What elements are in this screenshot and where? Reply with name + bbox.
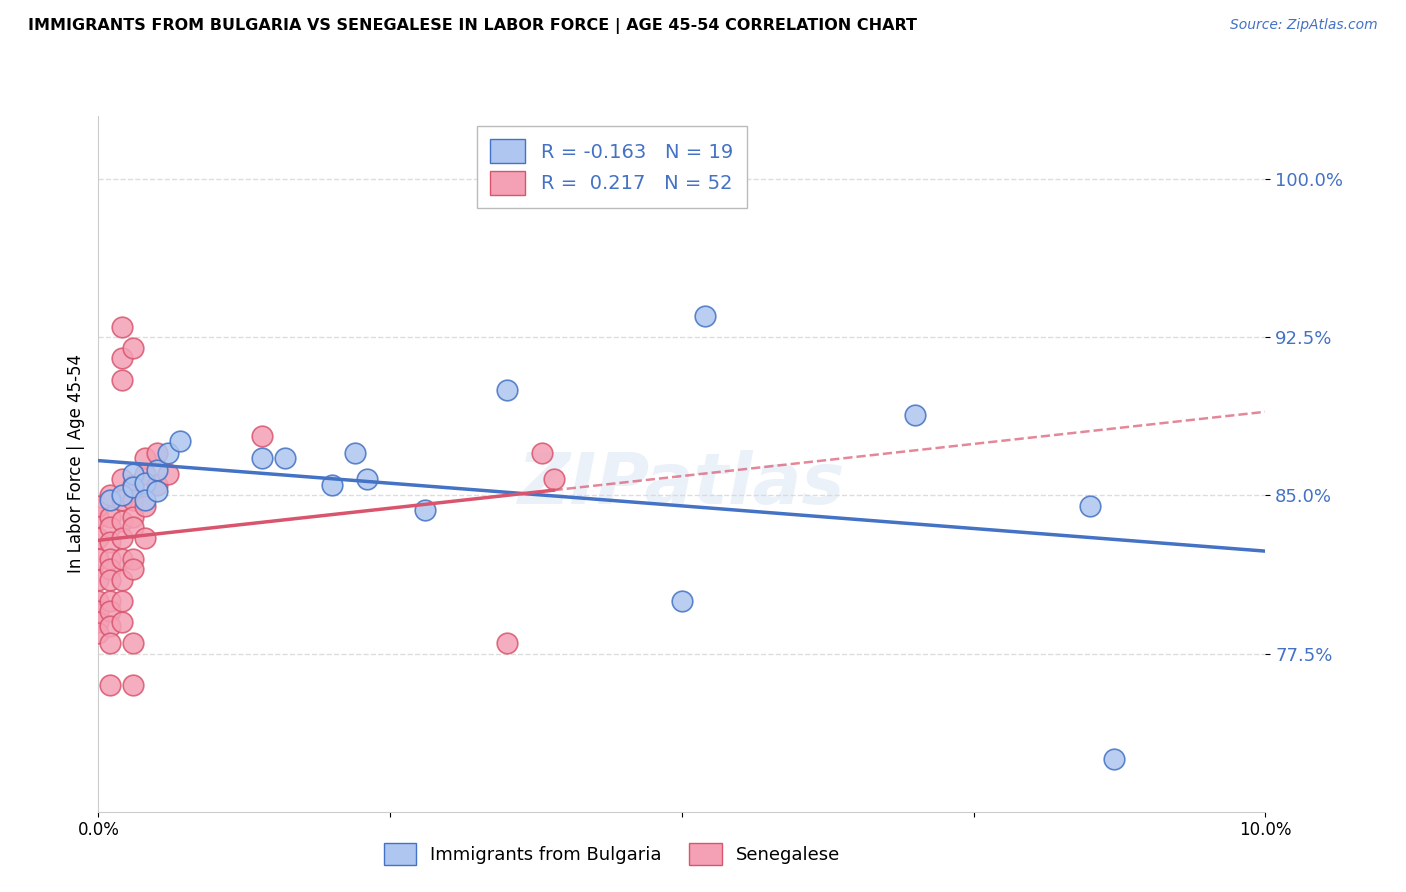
Point [146, 478, 169, 492]
Point [98, 636, 121, 650]
Point [904, 409, 927, 423]
Point [671, 594, 693, 608]
Point [98, 573, 121, 587]
Legend: Immigrants from Bulgaria, Senegalese: Immigrants from Bulgaria, Senegalese [377, 836, 848, 872]
Point [321, 478, 343, 492]
Point [111, 488, 134, 502]
Point [98, 534, 121, 549]
Point [111, 551, 134, 566]
Point [87, 594, 110, 608]
Point [98, 509, 121, 524]
Point [122, 480, 145, 494]
Point [111, 492, 134, 507]
Point [87, 625, 110, 640]
Point [87, 604, 110, 618]
Point [122, 678, 145, 692]
Point [111, 372, 134, 386]
Point [111, 594, 134, 608]
Point [98, 678, 121, 692]
Point [98, 604, 121, 618]
Text: IMMIGRANTS FROM BULGARIA VS SENEGALESE IN LABOR FORCE | AGE 45-54 CORRELATION CH: IMMIGRANTS FROM BULGARIA VS SENEGALESE I… [28, 18, 917, 34]
Point [250, 450, 273, 465]
Point [122, 478, 145, 492]
Point [146, 446, 169, 460]
Point [111, 351, 134, 366]
Point [134, 499, 156, 513]
Point [413, 503, 436, 517]
Y-axis label: In Labor Force | Age 45-54: In Labor Force | Age 45-54 [66, 354, 84, 574]
Point [250, 429, 273, 443]
Point [122, 492, 145, 507]
Point [146, 484, 169, 499]
Point [122, 551, 145, 566]
Point [98, 492, 121, 507]
Point [87, 509, 110, 524]
Text: Source: ZipAtlas.com: Source: ZipAtlas.com [1230, 18, 1378, 32]
Point [543, 472, 565, 486]
Point [1080, 499, 1102, 513]
Text: ZIPatlas: ZIPatlas [519, 450, 845, 519]
Point [122, 636, 145, 650]
Point [122, 520, 145, 534]
Point [122, 467, 145, 482]
Point [111, 573, 134, 587]
Point [122, 562, 145, 576]
Point [87, 551, 110, 566]
Point [169, 434, 191, 448]
Point [87, 573, 110, 587]
Point [111, 472, 134, 486]
Point [87, 615, 110, 629]
Point [111, 531, 134, 545]
Point [356, 472, 378, 486]
Point [495, 383, 517, 397]
Point [495, 636, 517, 650]
Point [98, 562, 121, 576]
Point [134, 492, 156, 507]
Point [344, 446, 367, 460]
Point [134, 531, 156, 545]
Point [134, 475, 156, 490]
Point [98, 520, 121, 534]
Point [111, 319, 134, 334]
Point [146, 463, 169, 477]
Point [111, 514, 134, 528]
Point [157, 467, 180, 482]
Point [87, 531, 110, 545]
Point [122, 341, 145, 355]
Point [134, 450, 156, 465]
Point [98, 619, 121, 633]
Point [530, 446, 553, 460]
Point [98, 594, 121, 608]
Point [695, 310, 717, 324]
Point [1102, 752, 1125, 766]
Point [98, 488, 121, 502]
Point [87, 499, 110, 513]
Point [134, 467, 156, 482]
Point [122, 509, 145, 524]
Point [98, 551, 121, 566]
Point [274, 450, 297, 465]
Point [111, 615, 134, 629]
Point [157, 446, 180, 460]
